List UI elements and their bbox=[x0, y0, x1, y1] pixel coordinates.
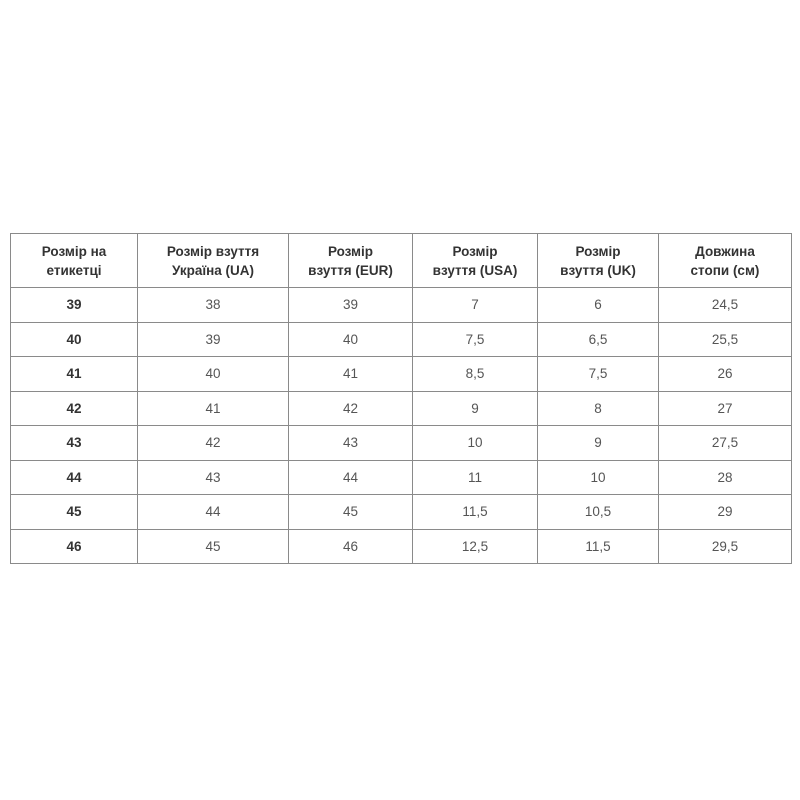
cell-foot-length: 26 bbox=[658, 356, 792, 392]
column-header-eur-size: Розмір взуття (EUR) bbox=[288, 233, 413, 288]
column-header-label-size: Розмір на етикетці bbox=[10, 233, 138, 288]
cell-foot-length: 25,5 bbox=[658, 321, 792, 357]
cell-uk-size: 11,5 bbox=[537, 528, 659, 564]
column-header-line: Розмір bbox=[575, 243, 621, 259]
size-chart-table: Розмір на етикетці Розмір взуття Україна (U… bbox=[10, 233, 792, 564]
cell-uk-size: 7,5 bbox=[537, 356, 659, 392]
cell-foot-length: 29,5 bbox=[658, 528, 792, 564]
cell-eur-size: 43 bbox=[288, 425, 413, 461]
cell-foot-length: 24,5 bbox=[658, 287, 792, 323]
cell-usa-size: 7,5 bbox=[412, 321, 538, 357]
cell-eur-size: 39 bbox=[288, 287, 413, 323]
cell-eur-size: 45 bbox=[288, 494, 413, 530]
cell-foot-length: 29 bbox=[658, 494, 792, 530]
cell-label-size: 44 bbox=[10, 459, 138, 495]
cell-ua-size: 40 bbox=[137, 356, 289, 392]
column-header-line: взуття (UK) bbox=[560, 262, 636, 278]
cell-usa-size: 11,5 bbox=[412, 494, 538, 530]
column-header-ua-size: Розмір взуття Україна (UA) bbox=[137, 233, 289, 288]
cell-usa-size: 8,5 bbox=[412, 356, 538, 392]
cell-ua-size: 39 bbox=[137, 321, 289, 357]
table-row: 45 44 45 11,5 10,5 29 bbox=[10, 494, 792, 530]
cell-label-size: 42 bbox=[10, 390, 138, 426]
column-header-line: взуття (USA) bbox=[432, 262, 518, 278]
cell-usa-size: 9 bbox=[412, 390, 538, 426]
cell-label-size: 40 bbox=[10, 321, 138, 357]
cell-ua-size: 42 bbox=[137, 425, 289, 461]
column-header-line: Розмір взуття bbox=[166, 243, 260, 259]
table-row: 39 38 39 7 6 24,5 bbox=[10, 287, 792, 323]
cell-ua-size: 45 bbox=[137, 528, 289, 564]
column-header-line: Розмір bbox=[327, 243, 374, 259]
cell-eur-size: 42 bbox=[288, 390, 413, 426]
column-header-line: Розмір на bbox=[41, 243, 107, 259]
column-header-line: Довжина bbox=[695, 243, 755, 259]
cell-uk-size: 8 bbox=[537, 390, 659, 426]
column-header-usa-size: Розмір взуття (USA) bbox=[412, 233, 538, 288]
cell-eur-size: 41 bbox=[288, 356, 413, 392]
cell-foot-length: 27,5 bbox=[658, 425, 792, 461]
cell-eur-size: 40 bbox=[288, 321, 413, 357]
table-row: 41 40 41 8,5 7,5 26 bbox=[10, 356, 792, 392]
table-row: 42 41 42 9 8 27 bbox=[10, 390, 792, 426]
cell-uk-size: 6,5 bbox=[537, 321, 659, 357]
cell-ua-size: 44 bbox=[137, 494, 289, 530]
cell-usa-size: 11 bbox=[412, 459, 538, 495]
cell-uk-size: 6 bbox=[537, 287, 659, 323]
cell-label-size: 46 bbox=[10, 528, 138, 564]
cell-ua-size: 41 bbox=[137, 390, 289, 426]
column-header-foot-length: Довжина стопи (см) bbox=[658, 233, 792, 288]
cell-usa-size: 7 bbox=[412, 287, 538, 323]
cell-foot-length: 27 bbox=[658, 390, 792, 426]
cell-uk-size: 9 bbox=[537, 425, 659, 461]
cell-ua-size: 43 bbox=[137, 459, 289, 495]
column-header-line: етикетці bbox=[46, 262, 102, 278]
cell-label-size: 43 bbox=[10, 425, 138, 461]
cell-label-size: 45 bbox=[10, 494, 138, 530]
column-header-line: стопи (см) bbox=[690, 262, 760, 278]
column-header-line: Україна (UA) bbox=[171, 262, 255, 278]
cell-label-size: 39 bbox=[10, 287, 138, 323]
table-row: 46 45 46 12,5 11,5 29,5 bbox=[10, 528, 792, 564]
table-row: 44 43 44 11 10 28 bbox=[10, 459, 792, 495]
column-header-uk-size: Розмір взуття (UK) bbox=[537, 233, 659, 288]
cell-eur-size: 44 bbox=[288, 459, 413, 495]
header-row: Розмір на етикетці Розмір взуття Україна (U… bbox=[10, 233, 792, 288]
table-row: 40 39 40 7,5 6,5 25,5 bbox=[10, 321, 792, 357]
table-row: 43 42 43 10 9 27,5 bbox=[10, 425, 792, 461]
column-header-line: взуття (EUR) bbox=[308, 262, 393, 278]
column-header-line: Розмір bbox=[452, 243, 498, 259]
cell-usa-size: 12,5 bbox=[412, 528, 538, 564]
cell-uk-size: 10,5 bbox=[537, 494, 659, 530]
cell-foot-length: 28 bbox=[658, 459, 792, 495]
cell-eur-size: 46 bbox=[288, 528, 413, 564]
cell-uk-size: 10 bbox=[537, 459, 659, 495]
cell-usa-size: 10 bbox=[412, 425, 538, 461]
cell-label-size: 41 bbox=[10, 356, 138, 392]
cell-ua-size: 38 bbox=[137, 287, 289, 323]
